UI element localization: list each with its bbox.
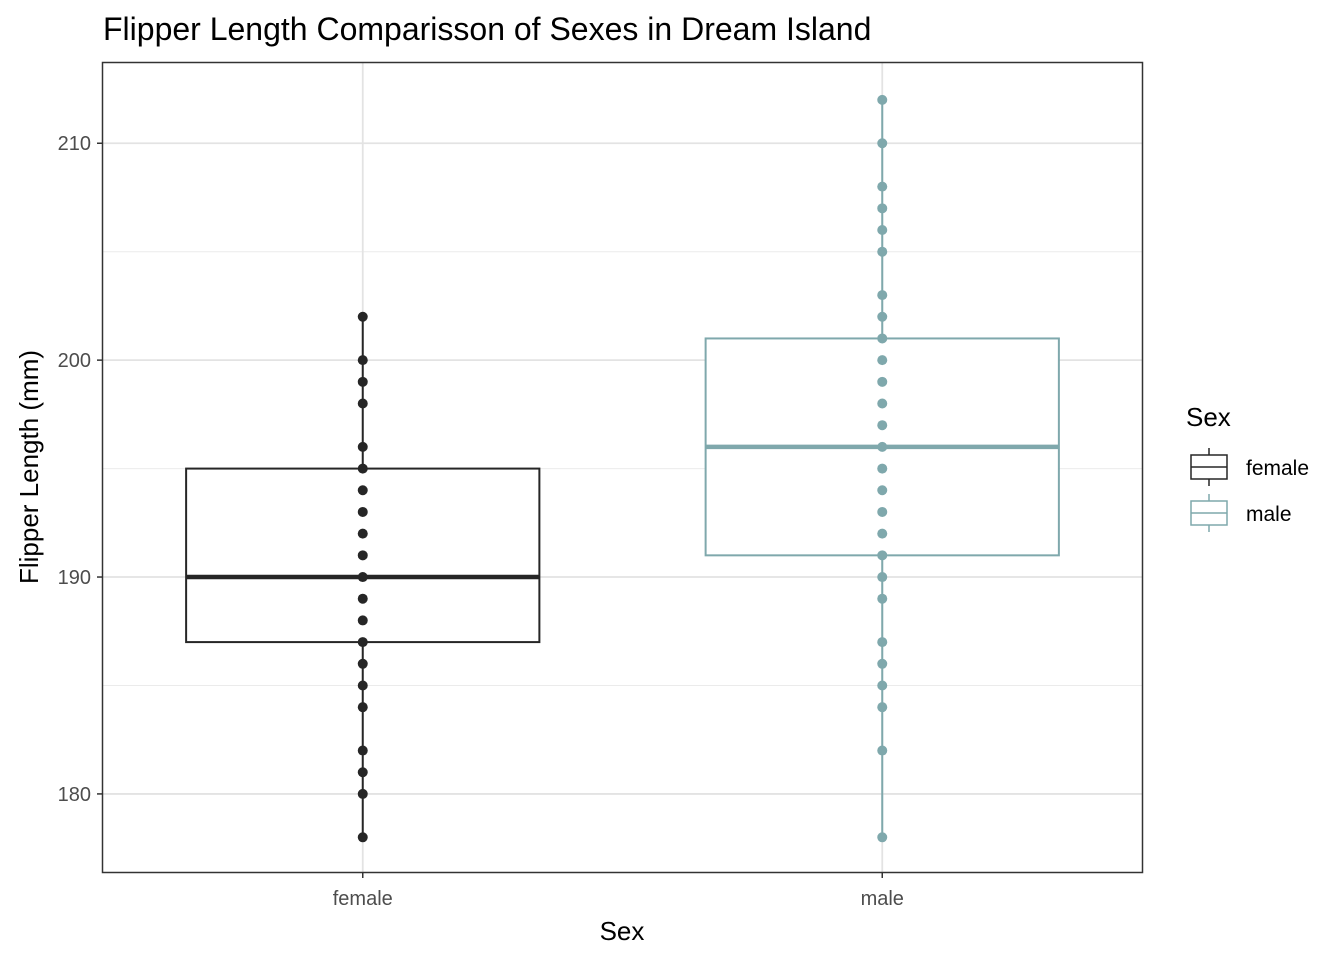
data-point <box>877 485 888 496</box>
data-point <box>877 441 888 452</box>
data-point <box>877 550 888 561</box>
data-point <box>877 593 888 604</box>
data-point <box>877 333 888 344</box>
data-point <box>877 745 888 756</box>
y-tick-label: 200 <box>58 350 91 372</box>
legend-key-female <box>1190 448 1228 486</box>
data-point <box>877 355 888 366</box>
data-point <box>877 832 888 843</box>
data-point <box>357 485 368 496</box>
data-point <box>877 702 888 713</box>
data-point <box>357 376 368 387</box>
data-point <box>877 463 888 474</box>
data-point <box>357 355 368 366</box>
data-point <box>357 550 368 561</box>
data-point <box>877 290 888 301</box>
data-point <box>357 506 368 517</box>
legend-key-male <box>1190 494 1228 532</box>
data-point <box>357 832 368 843</box>
data-point <box>877 94 888 105</box>
legend: Sex female male <box>1186 402 1309 532</box>
plot-area <box>185 94 1060 843</box>
data-point <box>357 441 368 452</box>
data-point <box>357 593 368 604</box>
data-point <box>877 572 888 583</box>
panel-border <box>101 61 1144 874</box>
y-axis: 180 190 200 210 <box>58 133 103 806</box>
y-axis-title: Flipper Length (mm) <box>14 350 44 584</box>
data-point <box>357 767 368 778</box>
data-point <box>877 246 888 257</box>
data-point <box>357 658 368 669</box>
data-point <box>357 572 368 583</box>
data-point <box>357 398 368 409</box>
data-point <box>877 398 888 409</box>
y-tick-label: 180 <box>58 784 91 806</box>
y-tick-label: 210 <box>58 133 91 155</box>
data-point <box>357 745 368 756</box>
data-point <box>877 528 888 539</box>
x-tick-label-male: male <box>861 888 904 910</box>
data-point <box>877 376 888 387</box>
data-point <box>877 138 888 149</box>
data-point <box>877 311 888 322</box>
data-point <box>877 658 888 669</box>
data-point <box>357 528 368 539</box>
boxplot-male <box>704 94 1060 843</box>
x-tick-label-female: female <box>333 888 393 910</box>
x-axis: female male <box>333 872 904 910</box>
y-tick-label: 190 <box>58 567 91 589</box>
data-point <box>357 702 368 713</box>
legend-title: Sex <box>1186 402 1231 432</box>
data-point <box>877 506 888 517</box>
data-point <box>357 463 368 474</box>
data-point <box>357 788 368 799</box>
data-point <box>877 680 888 691</box>
data-point <box>357 615 368 626</box>
chart-title: Flipper Length Comparisson of Sexes in D… <box>103 11 871 47</box>
legend-label-male: male <box>1246 503 1292 526</box>
data-point <box>357 311 368 322</box>
legend-label-female: female <box>1246 457 1309 480</box>
x-axis-title: Sex <box>600 916 645 946</box>
boxplot-female <box>185 311 541 843</box>
data-point <box>877 181 888 192</box>
data-point <box>877 420 888 431</box>
data-point <box>877 225 888 236</box>
data-point <box>357 637 368 648</box>
data-point <box>357 680 368 691</box>
data-point <box>877 203 888 214</box>
data-point <box>877 637 888 648</box>
